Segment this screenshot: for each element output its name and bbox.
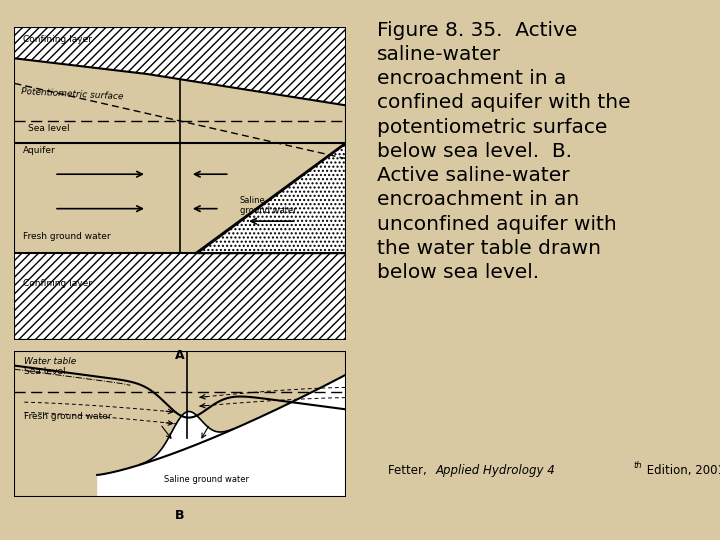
Polygon shape (197, 143, 346, 253)
Text: A: A (175, 349, 185, 362)
Text: Aquifer: Aquifer (23, 146, 55, 155)
Text: Sea level: Sea level (24, 367, 66, 376)
Text: Fresh ground water: Fresh ground water (23, 232, 110, 241)
Text: Edition, 2001: Edition, 2001 (644, 464, 720, 477)
Text: Applied Hydrology 4: Applied Hydrology 4 (436, 464, 556, 477)
Polygon shape (14, 27, 346, 105)
Text: th: th (633, 461, 642, 470)
Text: Saline
ground water: Saline ground water (240, 196, 296, 215)
Text: Confining layer: Confining layer (23, 35, 91, 44)
Text: Fresh ground water: Fresh ground water (24, 412, 112, 421)
Text: Saline ground water: Saline ground water (164, 475, 249, 484)
Text: Sea level: Sea level (27, 124, 69, 133)
Text: B: B (175, 509, 185, 522)
Polygon shape (14, 253, 346, 340)
Text: Water table: Water table (24, 357, 76, 366)
Text: Figure 8. 35.  Active
saline-water
encroachment in a
confined aquifer with the
p: Figure 8. 35. Active saline-water encroa… (377, 21, 631, 282)
Text: Fetter,: Fetter, (387, 464, 430, 477)
Polygon shape (140, 411, 233, 465)
Text: Potentiometric surface: Potentiometric surface (21, 87, 124, 102)
Text: Confining layer: Confining layer (23, 279, 91, 288)
Polygon shape (97, 375, 346, 497)
